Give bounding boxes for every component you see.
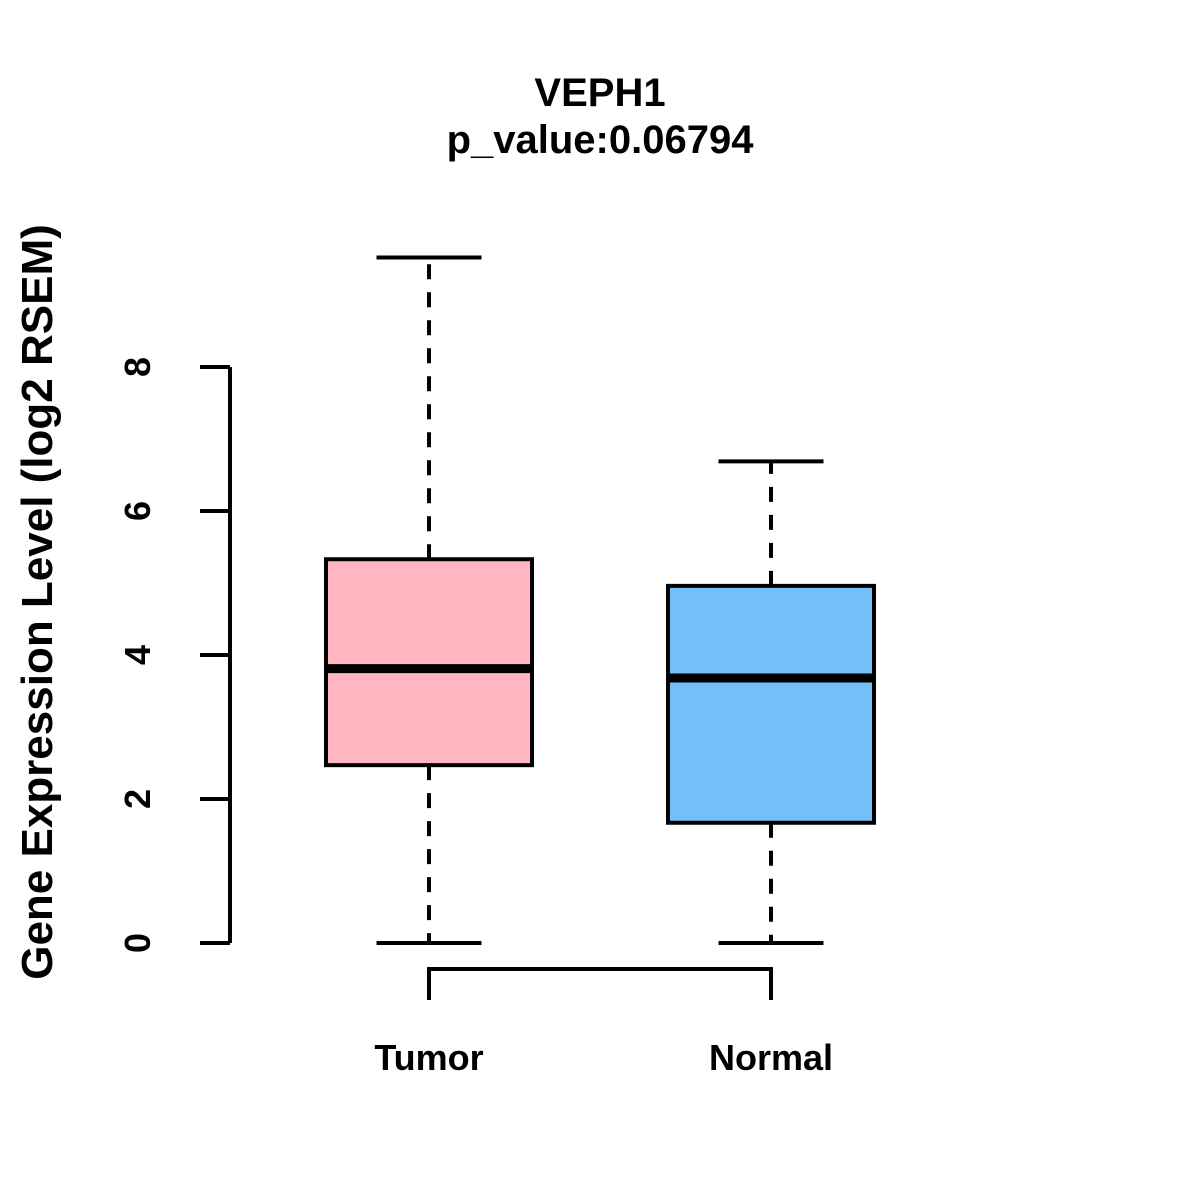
chart-p-value: p_value:0.06794 xyxy=(446,118,754,162)
chart-title: VEPH1 xyxy=(534,71,666,115)
normal-box xyxy=(666,583,876,825)
y-axis-tick-label: 4 xyxy=(117,645,158,665)
y-axis-tick-label: 8 xyxy=(117,357,158,377)
tumor-box xyxy=(324,557,534,768)
y-axis-tick-label: 6 xyxy=(117,501,158,521)
y-axis-tick-label: 2 xyxy=(117,789,158,809)
x-axis-label-tumor: Tumor xyxy=(374,1037,483,1078)
x-axis-label-normal: Normal xyxy=(709,1037,833,1078)
title-block: VEPH1 p_value:0.06794 xyxy=(0,70,1200,164)
y-axis-tick-label: 0 xyxy=(117,933,158,953)
x-axis-line xyxy=(427,967,773,1000)
